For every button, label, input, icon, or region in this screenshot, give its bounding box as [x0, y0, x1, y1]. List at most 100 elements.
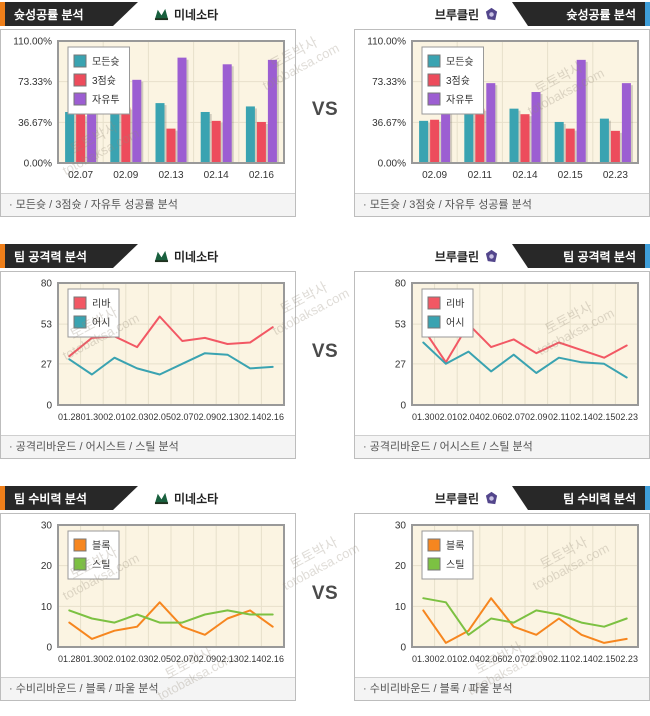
left-panel: 슛성공률 분석 미네소타 0.00% 36.67% 73.33% 110.00% 02.…: [0, 2, 296, 217]
svg-text:02.14: 02.14: [239, 412, 262, 422]
svg-text:스틸: 스틸: [446, 558, 464, 571]
row-shot-success: 슛성공률 분석 미네소타 0.00% 36.67% 73.33% 110.00% 02.…: [0, 2, 650, 217]
svg-text:02.16: 02.16: [249, 170, 274, 181]
comparison-page: 슛성공률 분석 미네소타 0.00% 36.67% 73.33% 110.00% 02.…: [0, 2, 650, 701]
svg-text:02.23: 02.23: [615, 654, 638, 664]
orange-accent-bar: [0, 2, 5, 26]
vs-label: VS: [311, 98, 339, 120]
svg-text:02.01: 02.01: [103, 412, 126, 422]
section-tab: 팀 수비력 분석: [5, 486, 138, 510]
minnesota-logo-icon: [154, 492, 169, 505]
svg-text:모든슛: 모든슛: [446, 56, 474, 68]
svg-text:0: 0: [400, 643, 406, 654]
svg-text:02.06: 02.06: [480, 412, 503, 422]
right-header: 브루클린 슛성공률 분석: [354, 2, 650, 26]
svg-text:02.03: 02.03: [126, 654, 149, 664]
svg-text:어시: 어시: [92, 317, 110, 329]
chart-area: 0.00% 36.67% 73.33% 110.00% 02.07 02.09 02.13 0…: [1, 30, 295, 193]
svg-text:리바: 리바: [92, 298, 110, 310]
chart-box: 0 27 53 80 01.28 01.30 02.01 02.03 02.05 02.07 02.…: [0, 271, 296, 459]
brooklyn-logo-icon: [485, 7, 498, 21]
blue-accent-bar: [645, 244, 650, 268]
svg-text:02.23: 02.23: [603, 170, 628, 181]
vs-label: VS: [311, 582, 339, 604]
svg-text:02.13: 02.13: [158, 170, 183, 181]
brooklyn-shot-success-chart: 0.00% 36.67% 73.33% 110.00% 02.09 02.11 02.14 0…: [367, 37, 639, 181]
svg-text:01.30: 01.30: [81, 412, 104, 422]
svg-text:20: 20: [41, 561, 53, 572]
chart-area: 0 10 20 30 01.28 01.30 02.01 02.03 02.05 02.07 02.…: [1, 514, 295, 677]
section-tab: 팀 공격력 분석: [5, 244, 138, 268]
svg-text:02.13: 02.13: [216, 654, 239, 664]
svg-text:01.30: 01.30: [412, 412, 435, 422]
footer-text: · 공격리바운드 / 어시스트 / 스틸 분석: [363, 441, 533, 453]
vs-label: VS: [311, 340, 339, 362]
section-title: 팀 수비력 분석: [563, 491, 636, 506]
svg-text:02.09: 02.09: [525, 412, 548, 422]
minnesota-logo-icon: [154, 250, 169, 263]
chart-area: 0 27 53 80 01.28 01.30 02.01 02.03 02.05 02.07 02.…: [1, 272, 295, 435]
chart-footer: · 수비리바운드 / 블록 / 파울 분석: [1, 677, 295, 700]
footer-text: · 모든슛 / 3점슛 / 자유투 성공률 분석: [9, 199, 178, 211]
svg-text:53: 53: [395, 320, 407, 331]
svg-text:블록: 블록: [92, 540, 110, 552]
svg-text:02.23: 02.23: [615, 412, 638, 422]
svg-text:02.01: 02.01: [103, 654, 126, 664]
left-header: 슛성공률 분석 미네소타: [0, 2, 296, 26]
svg-text:02.16: 02.16: [261, 654, 284, 664]
right-team: 브루클린: [435, 2, 499, 26]
svg-text:36.67%: 36.67%: [18, 118, 52, 129]
section-tab: 슛성공률 분석: [5, 2, 138, 26]
svg-text:02.09: 02.09: [194, 654, 217, 664]
svg-text:0: 0: [46, 401, 52, 412]
right-team: 브루클린: [435, 486, 499, 510]
blue-accent-bar: [645, 486, 650, 510]
svg-text:01.30: 01.30: [412, 654, 435, 664]
svg-text:27: 27: [41, 359, 53, 370]
team-name: 브루클린: [434, 249, 479, 264]
left-team: 미네소타: [154, 2, 218, 26]
svg-text:10: 10: [41, 602, 53, 613]
svg-text:02.09: 02.09: [194, 412, 217, 422]
svg-text:80: 80: [41, 279, 53, 290]
svg-text:02.09: 02.09: [113, 170, 138, 181]
chart-box: 0 27 53 80 01.30 02.01 02.04 02.06 02.07 02.09 02.…: [354, 271, 650, 459]
right-panel: 브루클린 슛성공률 분석 0.00% 36.67% 73.33% 110.00% 02.…: [354, 2, 650, 217]
chart-footer: · 모든슛 / 3점슛 / 자유투 성공률 분석: [1, 193, 295, 216]
svg-text:02.15: 02.15: [593, 412, 616, 422]
svg-text:3점슛: 3점슛: [92, 75, 116, 87]
left-team: 미네소타: [154, 244, 218, 268]
chart-area: 0 10 20 30 01.30 02.01 02.04 02.06 02.07 02.09 02.…: [355, 514, 649, 677]
svg-text:0: 0: [400, 401, 406, 412]
brooklyn-logo-icon: [485, 249, 498, 263]
svg-text:02.14: 02.14: [239, 654, 262, 664]
svg-text:02.07: 02.07: [171, 412, 194, 422]
right-panel: 브루클린 팀 수비력 분석 0 10 20 30 01.30 02.01 02.04 02.0…: [354, 486, 650, 701]
team-name: 미네소타: [174, 249, 219, 264]
row-defense: 팀 수비력 분석 미네소타 0 10 20 30 01.28 01.30 02.01 02.0…: [0, 486, 650, 701]
svg-text:80: 80: [395, 279, 407, 290]
svg-text:110.00%: 110.00%: [13, 37, 52, 48]
chart-box: 0.00% 36.67% 73.33% 110.00% 02.07 02.09 02.13 0…: [0, 29, 296, 217]
footer-text: · 모든슛 / 3점슛 / 자유투 성공률 분석: [363, 199, 532, 211]
left-team: 미네소타: [154, 486, 218, 510]
svg-text:02.13: 02.13: [216, 412, 239, 422]
svg-text:블록: 블록: [446, 540, 464, 552]
svg-text:모든슛: 모든슛: [92, 56, 120, 68]
right-team: 브루클린: [435, 244, 499, 268]
svg-text:0.00%: 0.00%: [24, 159, 52, 170]
section-title: 슛성공률 분석: [566, 7, 636, 22]
svg-text:02.01: 02.01: [435, 412, 458, 422]
svg-text:27: 27: [395, 359, 407, 370]
orange-accent-bar: [0, 244, 5, 268]
section-title: 슛성공률 분석: [14, 7, 84, 22]
svg-text:110.00%: 110.00%: [367, 37, 406, 48]
svg-text:30: 30: [395, 521, 407, 532]
svg-text:36.67%: 36.67%: [372, 118, 406, 129]
svg-text:02.15: 02.15: [593, 654, 616, 664]
svg-text:0: 0: [46, 643, 52, 654]
svg-text:02.01: 02.01: [435, 654, 458, 664]
